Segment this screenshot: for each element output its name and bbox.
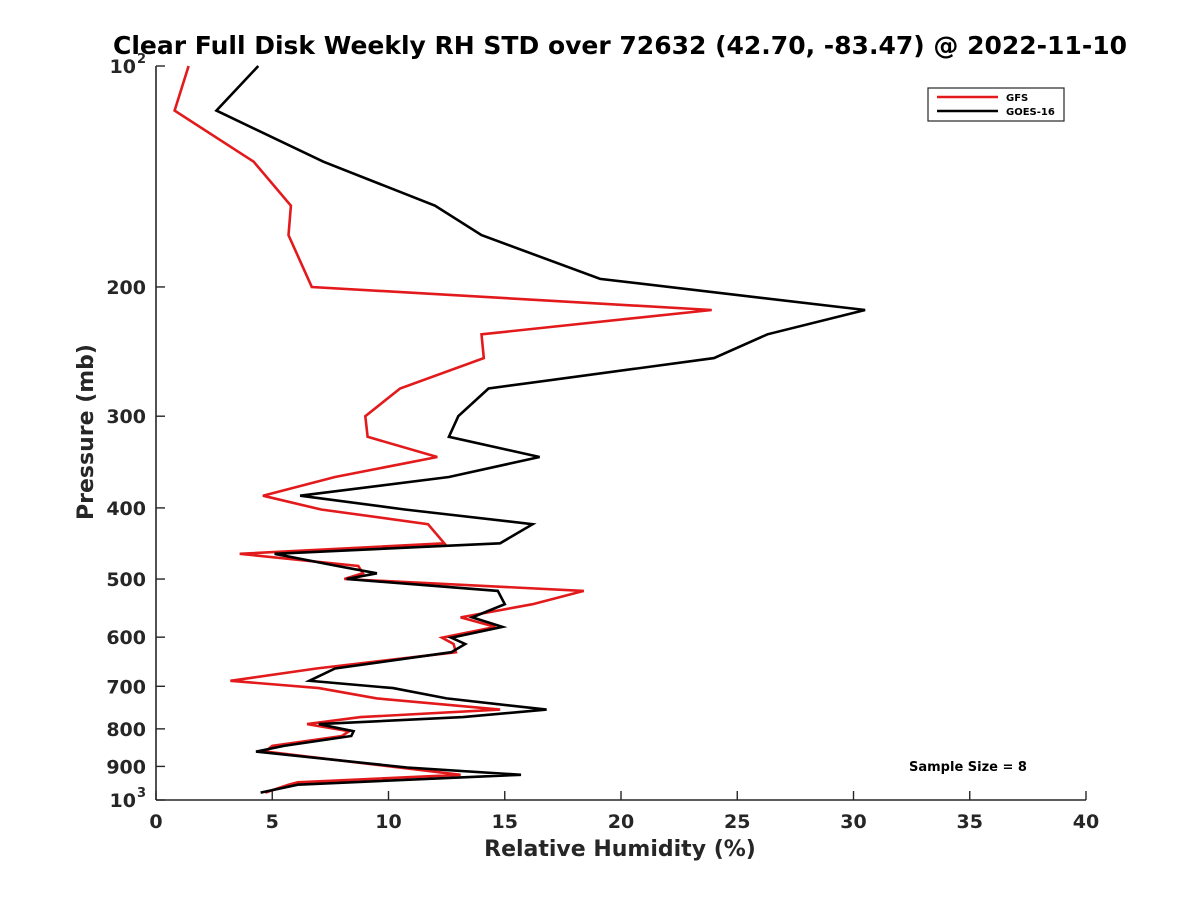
chart-title: Clear Full Disk Weekly RH STD over 72632… <box>113 31 1127 60</box>
y-tick-label: 700 <box>106 676 146 698</box>
legend-box <box>927 87 1065 122</box>
y-tick-exponent: 3 <box>137 786 146 801</box>
y-tick-label: 200 <box>106 277 146 299</box>
y-axis-label: Pressure (mb) <box>74 344 99 520</box>
x-tick-label: 15 <box>492 811 518 833</box>
x-tick-label: 30 <box>840 811 866 833</box>
x-tick-label: 10 <box>375 811 401 833</box>
legend-label: GFS <box>1006 93 1028 104</box>
legend-label: GOES-16 <box>1006 107 1055 118</box>
y-tick-label: 600 <box>106 627 146 649</box>
y-tick-label: 10 <box>110 56 136 78</box>
sample-size-annotation: Sample Size = 8 <box>909 760 1027 775</box>
x-tick-label: 40 <box>1073 811 1099 833</box>
y-tick-label: 400 <box>106 498 146 520</box>
x-tick-label: 5 <box>266 811 279 833</box>
y-tick-exponent: 2 <box>137 52 146 67</box>
y-tick-label: 800 <box>106 719 146 741</box>
y-tick-label: 500 <box>106 569 146 591</box>
series-line-goes-16 <box>214 65 866 794</box>
y-tick-label: 300 <box>106 406 146 428</box>
y-tick-label: 10 <box>110 790 136 812</box>
x-tick-label: 35 <box>957 811 983 833</box>
x-axis-label: Relative Humidity (%) <box>484 837 756 862</box>
legend: GFS GOES-16 <box>927 87 1065 122</box>
x-tick-label: 25 <box>724 811 750 833</box>
x-tick-label: 0 <box>149 811 162 833</box>
series-layer <box>173 65 866 794</box>
x-tick-label: 20 <box>608 811 634 833</box>
y-tick-label: 900 <box>106 756 146 778</box>
